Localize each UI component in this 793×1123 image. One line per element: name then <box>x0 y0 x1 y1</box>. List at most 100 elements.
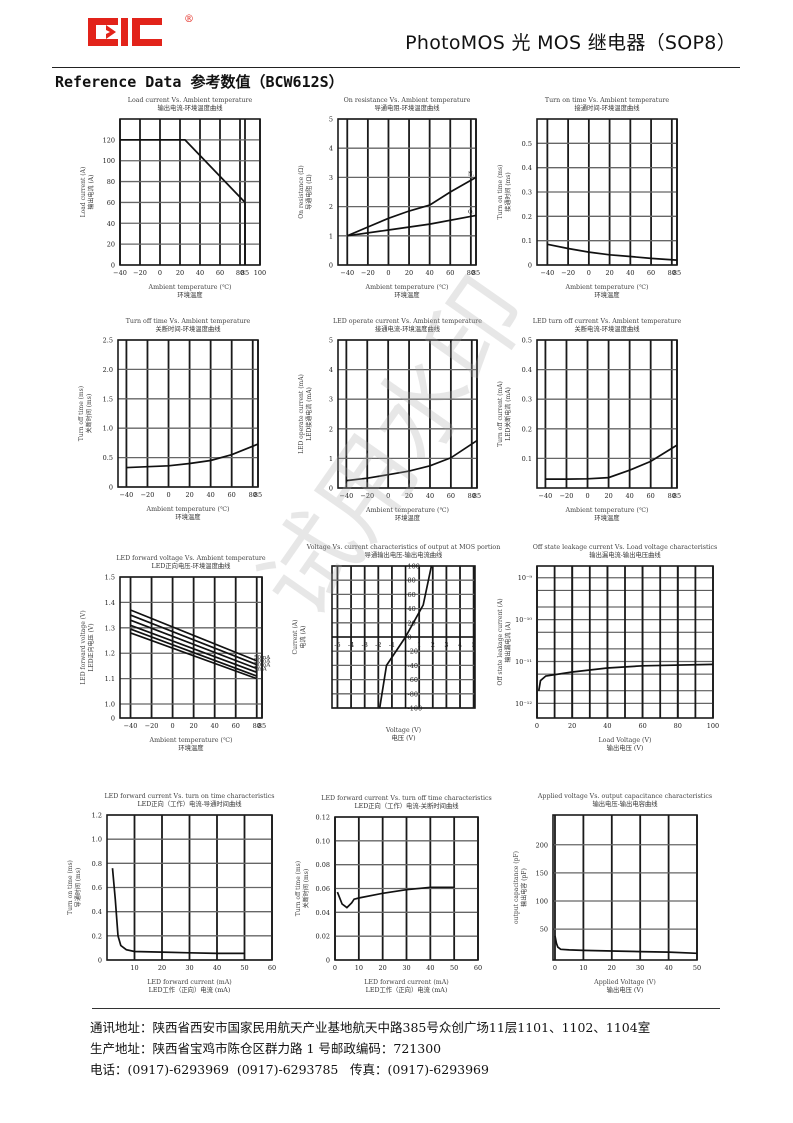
x-tick-label: 85 <box>241 269 249 277</box>
y-tick-label: 10⁻¹⁰ <box>515 616 532 624</box>
y-axis-label-zh: 输出电流 (A) <box>87 175 95 210</box>
chart-12: 0 10 20 30 40 50 50 100 150 200 Applied voltage Vs… <box>513 793 712 994</box>
y-tick-label: 0 <box>528 262 532 270</box>
x-tick-label: −20 <box>360 492 374 500</box>
series-line <box>111 868 245 955</box>
y-axis-label: Current (A) <box>292 620 299 655</box>
x-tick-label: 40 <box>664 964 672 972</box>
chart-11: 0 10 20 30 40 50 60 0 0.02 0.04 0.06 0.08 0.10 0.12 LE… <box>295 795 492 994</box>
x-tick-label: 100 <box>254 269 266 277</box>
x-tick-label: 0 <box>587 269 591 277</box>
footer-factory: 生产地址：陕西省宝鸡市陈仓区群力路 1 号邮政编码：721300 <box>90 1041 442 1056</box>
y-tick-label: 0.04 <box>316 909 330 917</box>
x-axis-label: Applied Voltage (V) <box>593 979 656 986</box>
series-label: O. <box>468 209 474 215</box>
x-tick-label: 20 <box>568 722 576 730</box>
y-tick-label: 0.5 <box>522 337 532 345</box>
y-tick-label: 60 <box>107 199 115 207</box>
x-tick-label: 20 <box>604 492 612 500</box>
chart-8: -5-4-3-2-112345-100-80-60-40-20020406080… <box>292 544 500 742</box>
y-tick-label: 0.12 <box>316 814 330 822</box>
series-line <box>130 614 258 666</box>
x-tick-label: 80 <box>468 492 476 500</box>
x-tick-label: 0 <box>171 722 175 730</box>
x-tick-label: 85 <box>254 491 262 499</box>
x-tick-label: -5 <box>334 641 340 649</box>
x-tick-label: 1 <box>417 641 421 649</box>
x-tick-label: 40 <box>426 492 434 500</box>
x-tick-label: 85 <box>258 722 266 730</box>
chart-title-zh: 关断时间-环境温度曲线 <box>155 324 221 333</box>
chart-title: Off state leakage current Vs. Load volta… <box>533 544 718 551</box>
y-axis-label-zh: 导通时间 (ms) <box>74 868 82 907</box>
y-axis-label-zh: 关断时间 (ms) <box>85 394 93 433</box>
x-tick-label: 50 <box>450 964 458 972</box>
y-tick-label: 1.4 <box>105 599 115 607</box>
x-tick-label: 20 <box>189 722 197 730</box>
y-tick-label: 0.4 <box>522 164 532 172</box>
x-tick-label: -2 <box>375 641 381 649</box>
x-tick-label: 80 <box>668 492 676 500</box>
chart-title-zh: 关断电流-环境温度曲线 <box>574 324 640 333</box>
x-tick-label: -3 <box>362 641 368 649</box>
x-tick-label: 10 <box>355 964 363 972</box>
x-tick-label: 50 <box>693 964 701 972</box>
x-tick-label: 40 <box>626 269 634 277</box>
y-tick-label: 1.2 <box>92 812 102 820</box>
x-tick-label: 2 <box>431 641 435 649</box>
y-axis-label: Load current (A) <box>80 167 87 218</box>
y-tick-label: 0 <box>329 262 333 270</box>
x-axis-label: Ambient temperature (℃) <box>149 737 233 744</box>
chart-title-zh: 导通电阻-环境温度曲线 <box>374 103 440 112</box>
y-axis-label-zh: LED关断电流 (mA) <box>504 387 512 441</box>
y-tick-label: 0.2 <box>522 425 532 433</box>
chart-title-zh: LED正向（工作）电流-关断时间曲线 <box>354 801 459 810</box>
y-tick-label: 0 <box>111 715 115 723</box>
footer-phone: 电话：(0917)-6293969 (0917)-6293785 <box>90 1062 339 1077</box>
chart-title-zh: 接通时间-环境温度曲线 <box>574 103 640 112</box>
y-axis-label-zh: 接通时间 (ms) <box>504 172 512 211</box>
y-tick-label: 2.0 <box>103 366 113 374</box>
y-tick-label: -60 <box>408 676 418 684</box>
y-tick-label: 20 <box>408 619 416 627</box>
x-axis-label-zh: 环境温度 <box>395 513 421 522</box>
footer-address: 通讯地址：陕西省西安市国家民用航天产业基地航天中路385号众创广场11层1101… <box>90 1020 651 1035</box>
y-axis-label: Turn on time (ms) <box>67 860 74 915</box>
chart-title: Turn off time Vs. Ambient temperature <box>126 318 251 325</box>
chart-title: LED forward current Vs. turn off time ch… <box>321 795 491 802</box>
x-axis-label: Voltage (V) <box>385 727 421 734</box>
x-axis-label: LED forward current (mA) <box>147 979 232 986</box>
y-axis-label-zh: 关断时间 (ms) <box>302 869 310 908</box>
x-tick-label: 85 <box>473 492 481 500</box>
x-tick-label: −40 <box>120 491 134 499</box>
x-tick-label: 10 <box>130 964 138 972</box>
chart-title: Voltage Vs. current characteristics of o… <box>306 544 501 551</box>
y-tick-label: -20 <box>408 648 418 656</box>
series-label: 1mA <box>254 666 268 672</box>
x-tick-label: 60 <box>268 964 276 972</box>
x-tick-label: 30 <box>185 964 193 972</box>
y-axis-label: Turn off time (ms) <box>78 386 85 441</box>
x-axis-label-zh: 环境温度 <box>594 290 620 299</box>
x-axis-label-zh: 输出电压 (V) <box>607 985 644 994</box>
y-tick-label: 1.5 <box>103 395 113 403</box>
chart-9: 0 20 40 60 80 100 10⁻¹² 10⁻¹¹ 10⁻¹⁰ 10⁻⁹ Off state… <box>497 544 719 752</box>
x-tick-label: 40 <box>603 722 611 730</box>
y-tick-label: -40 <box>408 662 418 670</box>
y-tick-label: 0.02 <box>316 933 330 941</box>
y-tick-label: 0.2 <box>92 932 102 940</box>
x-tick-label: 3 <box>444 641 448 649</box>
x-tick-label: 20 <box>176 269 184 277</box>
x-tick-label: 20 <box>158 964 166 972</box>
x-tick-label: -4 <box>348 641 354 649</box>
x-tick-label: 60 <box>228 491 236 499</box>
x-tick-label: −20 <box>560 492 574 500</box>
series-label: N. <box>468 171 474 177</box>
x-tick-label: 80 <box>467 269 475 277</box>
y-tick-label: 5 <box>329 337 333 345</box>
x-tick-label: 80 <box>668 269 676 277</box>
y-tick-label: 0.2 <box>522 213 532 221</box>
